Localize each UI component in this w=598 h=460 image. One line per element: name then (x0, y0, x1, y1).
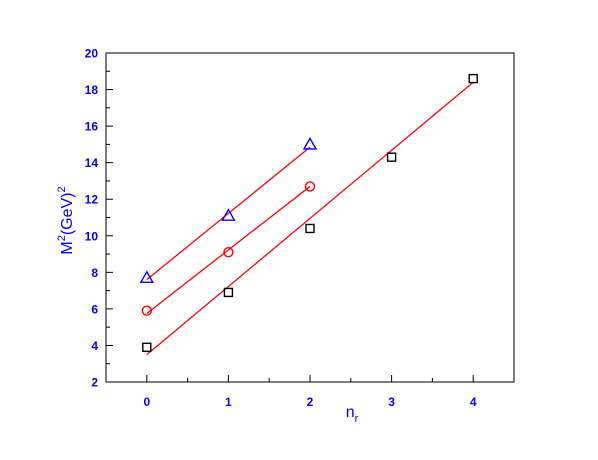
plot-frame (105, 52, 515, 383)
y-axis-title-base: M (59, 241, 76, 254)
x-tick-label: 0 (143, 395, 150, 409)
y-axis-title-mid: (GeV) (59, 193, 76, 236)
square-marker (468, 73, 478, 84)
x-axis-title-sub: r (355, 413, 359, 425)
ticks (105, 52, 515, 383)
x-tick-label: 4 (470, 395, 477, 409)
y-tick-label: 10 (85, 229, 99, 243)
plot-frame-group (105, 52, 515, 383)
circle-marker (304, 181, 316, 192)
markers (139, 73, 478, 352)
y-tick-label: 8 (91, 266, 98, 280)
y-tick-label: 18 (85, 83, 99, 97)
triangle-marker (221, 208, 236, 221)
x-axis-title-base: n (346, 404, 355, 421)
fit-line-square (146, 81, 474, 356)
y-tick-label: 6 (91, 302, 98, 316)
y-tick-label: 16 (85, 120, 99, 134)
x-axis-title: nr (346, 404, 359, 425)
fit-line-circle (146, 185, 311, 314)
x-tick-label: 1 (225, 395, 232, 409)
y-axis-title: M2(GeV)2 (56, 186, 76, 254)
y-tick-label: 12 (85, 193, 99, 207)
x-tick-label: 2 (307, 395, 314, 409)
circle-marker (223, 247, 234, 258)
y-tick-label: 2 (91, 376, 98, 390)
x-tick-label: 3 (388, 395, 395, 409)
y-tick-label: 14 (85, 156, 99, 170)
square-marker (142, 342, 152, 352)
fit-lines (146, 81, 474, 356)
square-marker (305, 223, 315, 234)
triangle-marker (302, 136, 318, 150)
y-axis-title-sup2: 2 (56, 186, 68, 192)
triangle-marker (139, 270, 155, 284)
square-marker (386, 152, 397, 162)
y-tick-label: 20 (85, 47, 99, 61)
y-tick-label: 4 (91, 339, 98, 353)
square-marker (223, 287, 234, 298)
fit-line-triangle (146, 146, 311, 281)
y-axis-title-sup1: 2 (56, 235, 68, 241)
circle-marker (141, 305, 153, 316)
